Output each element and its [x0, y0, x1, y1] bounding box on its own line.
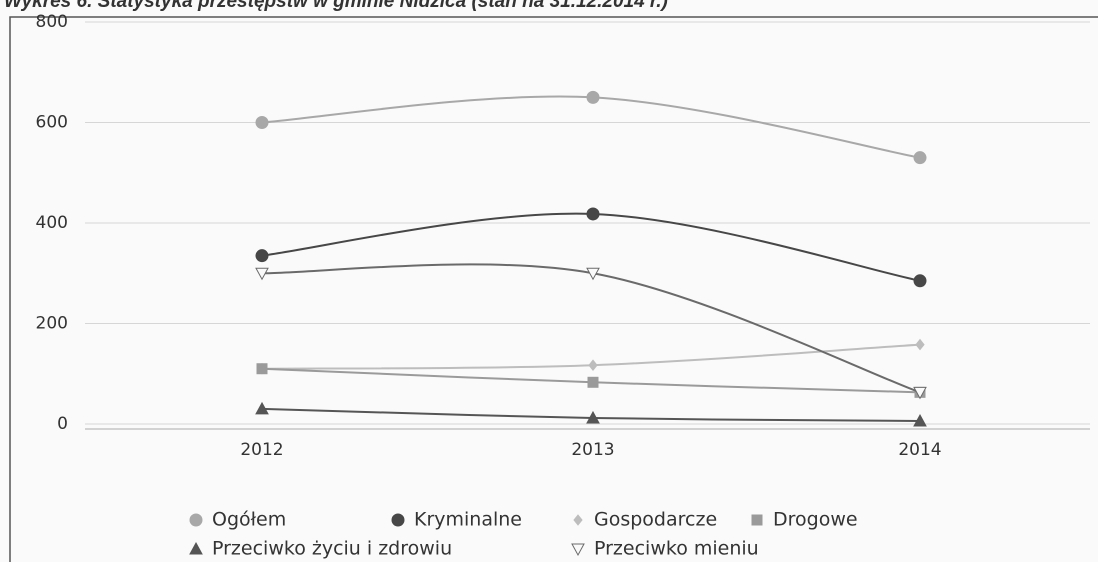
data-point: [255, 401, 269, 415]
legend-label: Kryminalne: [414, 509, 522, 531]
data-point: [588, 359, 598, 372]
data-point: [255, 267, 269, 281]
legend-label: Gospodarcze: [594, 509, 717, 531]
legend-label: Przeciwko życiu i zdrowiu: [212, 538, 452, 560]
y-tick-label: 200: [36, 314, 68, 334]
legend-marker: [751, 514, 763, 526]
data-point: [913, 151, 927, 165]
legend-marker: [189, 513, 203, 527]
data-point: [587, 376, 599, 388]
legend-marker: [189, 541, 203, 555]
legend-marker: [573, 514, 583, 526]
chart-title: Wykres 6. Statystyka przestępstw w gmini…: [4, 0, 668, 12]
legend-label: Przeciwko mieniu: [594, 538, 759, 560]
data-point: [913, 413, 927, 427]
data-point: [256, 363, 268, 375]
data-point: [255, 249, 269, 263]
data-point: [915, 338, 925, 351]
y-tick-label: 0: [57, 414, 68, 434]
data-point: [913, 386, 927, 400]
legend-label: Ogółem: [212, 509, 286, 531]
data-point: [255, 116, 269, 129]
x-tick-label: 2013: [571, 440, 614, 460]
x-tick-label: 2012: [240, 440, 283, 460]
legend-label: Drogowe: [773, 509, 858, 531]
y-tick-label: 800: [36, 12, 68, 32]
data-point: [586, 267, 600, 281]
x-tick-label: 2014: [898, 440, 941, 460]
y-tick-label: 400: [36, 213, 68, 233]
data-point: [913, 274, 927, 288]
legend-marker: [571, 543, 585, 557]
legend-marker: [391, 513, 405, 527]
frame: [9, 16, 1098, 562]
data-point: [586, 207, 600, 221]
y-tick-label: 600: [36, 113, 68, 133]
data-point: [586, 410, 600, 424]
data-point: [586, 90, 600, 104]
